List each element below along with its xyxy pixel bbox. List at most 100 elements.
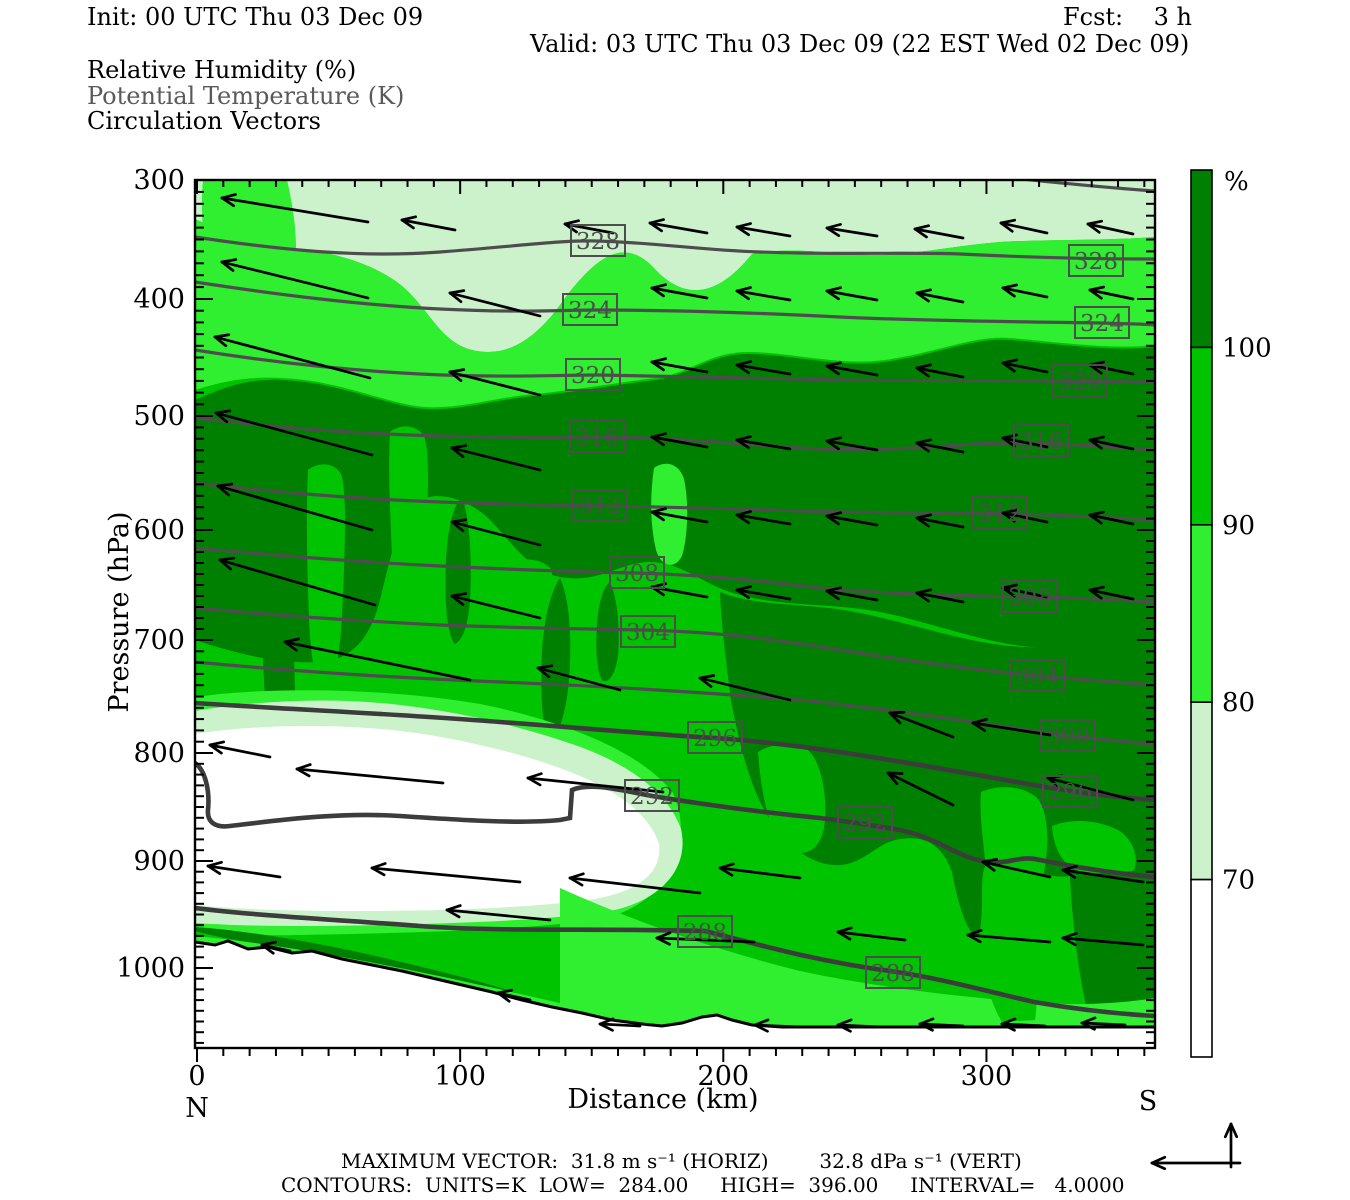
colorbar: % 100 90 80 70	[1190, 167, 1272, 1058]
vector-arrowhead-icon	[1061, 868, 1077, 879]
vector-arrowhead-icon	[1223, 1122, 1233, 1139]
contour-label: 288	[871, 961, 915, 987]
vector-arrow	[536, 666, 622, 692]
vector-arrowhead-icon	[981, 857, 999, 864]
vector-arrowhead-icon	[1080, 1021, 1096, 1031]
vector-arrowhead-icon	[735, 222, 752, 229]
vector-arrowhead-icon	[698, 674, 716, 680]
contour-label: 320	[1058, 369, 1102, 395]
vector-arrow	[825, 514, 879, 527]
vector-arrow	[1046, 776, 1135, 802]
vector-arrow	[295, 767, 445, 785]
contour-label: 316	[575, 425, 619, 451]
vector-arrow	[735, 588, 792, 601]
vector-arrowhead-icon	[1088, 510, 1106, 517]
vector-arrow	[915, 441, 965, 454]
contour-label-box	[609, 556, 665, 589]
vector-arrowhead-icon	[735, 588, 750, 600]
humidity-region	[758, 744, 826, 853]
contour-label: 308	[1008, 585, 1052, 611]
vector-arrowhead-icon	[1088, 363, 1103, 375]
vector-arrowhead-icon	[1088, 588, 1103, 600]
vector-arrowhead-icon	[825, 511, 842, 518]
vector-arrow	[448, 370, 542, 397]
vector-arrowhead-icon	[206, 864, 222, 875]
vector-arrowhead-icon	[825, 364, 840, 376]
vector-arrow	[836, 930, 907, 942]
vector-arrow	[971, 721, 1052, 737]
vector-arrowhead-icon	[370, 866, 386, 877]
vector-arrowhead-icon	[825, 586, 842, 593]
vector-arrowhead-icon	[283, 640, 298, 652]
contour-label-box	[569, 420, 625, 453]
vector-arrowhead-icon	[1086, 219, 1104, 226]
vector-arrowhead-icon	[735, 225, 750, 237]
vector-arrowhead-icon	[213, 335, 228, 348]
contour-label: 296	[1048, 780, 1092, 806]
y-tick-label: 800	[133, 738, 185, 769]
humidity-region	[541, 578, 571, 742]
vector-arrow	[1088, 288, 1135, 301]
vector-arrow	[598, 1022, 642, 1028]
vector-arrow	[1086, 222, 1135, 236]
vector-arrow	[1000, 1022, 1047, 1028]
vector-arrowhead-icon	[216, 484, 231, 497]
vector-arrowhead-icon	[825, 223, 842, 230]
forecast-hour-label: Fcst: 3 h	[1063, 3, 1193, 31]
vector-arrowhead-icon	[1088, 285, 1106, 292]
vector-arrowhead-icon	[650, 435, 665, 447]
vector-arrowhead-icon	[1001, 283, 1019, 290]
colorbar-segment	[1190, 878, 1213, 1058]
vector-arrowhead-icon	[735, 513, 750, 525]
theta-contour-line	[195, 235, 1155, 261]
contour-label: 308	[615, 561, 659, 587]
vector-arrow	[568, 876, 702, 895]
vector-arrowhead-icon	[400, 215, 417, 222]
contour-label: 296	[693, 726, 737, 752]
vector-arrow	[496, 991, 532, 1002]
vector-arrowhead-icon	[220, 258, 238, 264]
vector-arrowhead-icon	[213, 333, 231, 339]
vector-arrowhead-icon	[648, 221, 663, 233]
theta-contours	[195, 180, 1155, 1019]
vector-arrowhead-icon	[918, 1017, 935, 1026]
vector-arrow	[698, 676, 792, 702]
humidity-region	[195, 941, 1155, 1048]
vector-arrowhead-icon	[886, 771, 904, 775]
vector-arrowhead-icon	[295, 763, 312, 771]
y-tick-label: 1000	[116, 953, 185, 984]
contour-label-box	[1009, 659, 1065, 692]
colorbar-tick-label: 70	[1222, 866, 1255, 896]
vector-arrow	[213, 335, 372, 380]
contour-label: 292	[630, 784, 674, 810]
vector-arrow	[735, 438, 792, 451]
colorbar-tick-label: 80	[1222, 688, 1255, 718]
vector-arrowhead-icon	[220, 260, 235, 272]
vector-arrowhead-icon	[915, 441, 930, 453]
vector-arrowhead-icon	[971, 721, 987, 732]
vector-arrowhead-icon	[825, 289, 840, 301]
contour-label: 320	[571, 363, 615, 389]
vector-arrow	[913, 227, 965, 240]
vector-arrow	[206, 864, 282, 879]
vector-arrowhead-icon	[220, 196, 236, 208]
vector-arrowhead-icon	[450, 518, 468, 524]
vector-arrowhead-icon	[1088, 513, 1103, 525]
colorbar-segment	[1190, 523, 1213, 703]
vector-arrow	[735, 513, 792, 526]
vector-arrowhead-icon	[836, 1018, 853, 1027]
vector-arrowhead-icon	[735, 435, 752, 442]
vector-arrow	[915, 291, 965, 304]
contour-label-box	[570, 224, 626, 257]
axis-labels: 300 400 500 600 700 800 900 1000 0 100 200 300 N S Dis…	[104, 165, 1157, 1124]
colorbar-tick-label: 90	[1222, 511, 1255, 541]
colorbar-segment	[1190, 169, 1213, 349]
vector-arrowhead-icon	[1088, 438, 1103, 450]
vector-arrowhead-icon	[650, 360, 665, 372]
contour-info-footnote: CONTOURS: UNITS=K LOW= 284.00 HIGH= 396.…	[281, 1173, 1125, 1197]
theta-contour-line	[195, 280, 1155, 327]
contour-field-label: Potential Temperature (K)	[87, 82, 405, 110]
contour-label-box	[1052, 364, 1108, 397]
vector-arrowhead-icon	[650, 357, 667, 364]
